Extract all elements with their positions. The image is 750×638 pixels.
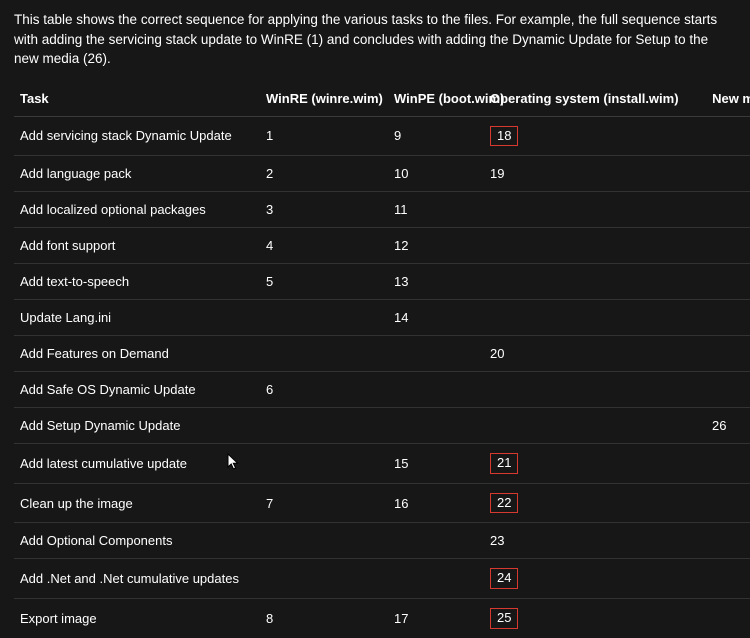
table-row: Export image817 25 — [14, 599, 750, 638]
cell-winpe: 17 — [388, 599, 484, 638]
cell-newmedia — [706, 444, 750, 484]
table-header-row: Task WinRE (winre.wim) WinPE (boot.wim) … — [14, 83, 750, 117]
col-newmedia: New media — [706, 83, 750, 117]
table-row: Add Setup Dynamic Update 26 — [14, 408, 750, 444]
cell-newmedia: 26 — [706, 408, 750, 444]
cell-task: Add Optional Components — [14, 523, 260, 559]
cell-winpe: 14 — [388, 300, 484, 336]
cell-os — [484, 264, 706, 300]
cell-winre — [260, 300, 388, 336]
cell-newmedia — [706, 559, 750, 599]
table-row: Add language pack21019 — [14, 156, 750, 192]
cell-task: Add Safe OS Dynamic Update — [14, 372, 260, 408]
cell-os: 23 — [484, 523, 706, 559]
cell-task: Add Features on Demand — [14, 336, 260, 372]
cell-os — [484, 192, 706, 228]
table-row: Add .Net and .Net cumulative updates 24 — [14, 559, 750, 599]
col-task: Task — [14, 83, 260, 117]
table-row: Add servicing stack Dynamic Update19 18 — [14, 116, 750, 156]
cell-winre: 3 — [260, 192, 388, 228]
cell-newmedia — [706, 483, 750, 523]
cell-task: Add .Net and .Net cumulative updates — [14, 559, 260, 599]
highlighted-step: 18 — [490, 126, 518, 147]
table-row: Add Features on Demand 20 — [14, 336, 750, 372]
cell-os: 25 — [484, 599, 706, 638]
highlighted-step: 24 — [490, 568, 518, 589]
sequence-table: Task WinRE (winre.wim) WinPE (boot.wim) … — [14, 83, 750, 638]
cell-winre: 1 — [260, 116, 388, 156]
cell-winre: 8 — [260, 599, 388, 638]
highlighted-step: 21 — [490, 453, 518, 474]
table-row: Add Optional Components 23 — [14, 523, 750, 559]
cell-newmedia — [706, 264, 750, 300]
cell-winre: 5 — [260, 264, 388, 300]
cell-os: 21 — [484, 444, 706, 484]
intro-text: This table shows the correct sequence fo… — [14, 10, 736, 69]
cell-os — [484, 408, 706, 444]
cell-os: 20 — [484, 336, 706, 372]
table-row: Add localized optional packages311 — [14, 192, 750, 228]
cell-os: 24 — [484, 559, 706, 599]
cell-winre — [260, 523, 388, 559]
cell-winre: 4 — [260, 228, 388, 264]
cell-winre: 7 — [260, 483, 388, 523]
highlighted-step: 25 — [490, 608, 518, 629]
cell-winpe: 13 — [388, 264, 484, 300]
cell-task: Add latest cumulative update — [14, 444, 260, 484]
cell-winpe — [388, 372, 484, 408]
cell-newmedia — [706, 228, 750, 264]
cell-newmedia — [706, 192, 750, 228]
cell-newmedia — [706, 599, 750, 638]
cell-winre — [260, 336, 388, 372]
cell-winpe: 15 — [388, 444, 484, 484]
cell-newmedia — [706, 372, 750, 408]
cell-newmedia — [706, 300, 750, 336]
cell-winpe — [388, 523, 484, 559]
cell-winre: 2 — [260, 156, 388, 192]
cell-os: 22 — [484, 483, 706, 523]
cell-newmedia — [706, 523, 750, 559]
cell-os — [484, 300, 706, 336]
cell-winpe: 9 — [388, 116, 484, 156]
cell-task: Add localized optional packages — [14, 192, 260, 228]
cell-winre — [260, 559, 388, 599]
cell-winpe — [388, 336, 484, 372]
cell-task: Add language pack — [14, 156, 260, 192]
cell-os: 19 — [484, 156, 706, 192]
cell-task: Add font support — [14, 228, 260, 264]
cell-os: 18 — [484, 116, 706, 156]
cell-newmedia — [706, 156, 750, 192]
cell-winpe: 12 — [388, 228, 484, 264]
cell-newmedia — [706, 116, 750, 156]
cell-task: Update Lang.ini — [14, 300, 260, 336]
table-row: Update Lang.ini 14 — [14, 300, 750, 336]
cell-winre — [260, 408, 388, 444]
cell-winpe: 11 — [388, 192, 484, 228]
cell-os — [484, 372, 706, 408]
cell-task: Add servicing stack Dynamic Update — [14, 116, 260, 156]
highlighted-step: 22 — [490, 493, 518, 514]
cell-task: Clean up the image — [14, 483, 260, 523]
col-winpe: WinPE (boot.wim) — [388, 83, 484, 117]
table-row: Add text-to-speech513 — [14, 264, 750, 300]
cell-task: Add text-to-speech — [14, 264, 260, 300]
table-row: Add font support412 — [14, 228, 750, 264]
cell-newmedia — [706, 336, 750, 372]
cell-winpe — [388, 408, 484, 444]
cell-winre: 6 — [260, 372, 388, 408]
table-row: Add Safe OS Dynamic Update6 — [14, 372, 750, 408]
cell-winre — [260, 444, 388, 484]
col-winre: WinRE (winre.wim) — [260, 83, 388, 117]
table-row: Add latest cumulative update 15 21 — [14, 444, 750, 484]
table-row: Clean up the image716 22 — [14, 483, 750, 523]
cell-task: Export image — [14, 599, 260, 638]
col-os: Operating system (install.wim) — [484, 83, 706, 117]
cell-os — [484, 228, 706, 264]
cell-winpe: 16 — [388, 483, 484, 523]
cell-winpe: 10 — [388, 156, 484, 192]
cell-task: Add Setup Dynamic Update — [14, 408, 260, 444]
cell-winpe — [388, 559, 484, 599]
